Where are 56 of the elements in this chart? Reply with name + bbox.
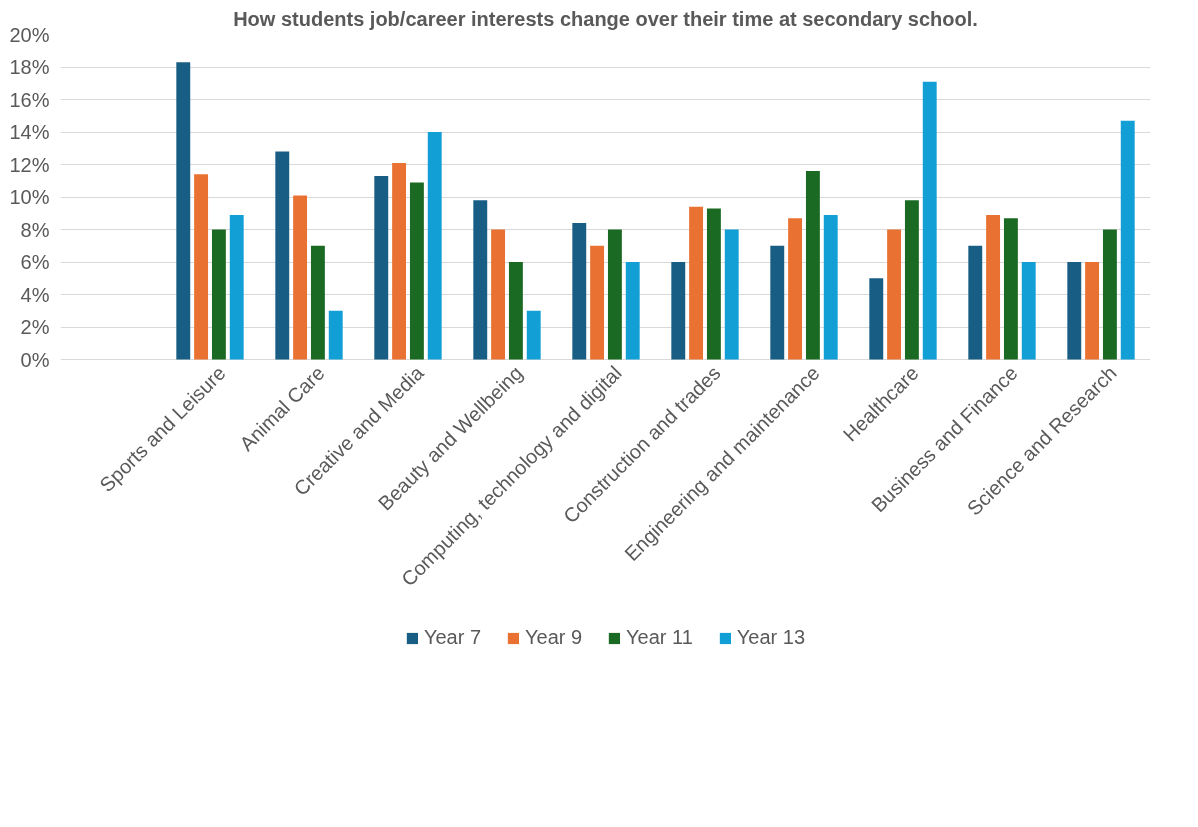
bar [887, 229, 902, 360]
y-tick-label: 18% [9, 56, 50, 78]
bar [211, 229, 226, 360]
bar [572, 223, 587, 360]
bar [968, 245, 983, 360]
legend-label: Year 7 [423, 626, 482, 649]
bar [310, 245, 325, 360]
bar [293, 195, 308, 360]
bar [409, 182, 424, 360]
bar [805, 171, 820, 360]
bar [194, 174, 209, 360]
bar [1003, 218, 1018, 360]
bar [724, 229, 739, 360]
y-tick-label: 6% [20, 251, 50, 273]
bar [823, 214, 838, 360]
bar [607, 229, 622, 360]
bar [427, 132, 442, 360]
bar [491, 229, 506, 360]
bar [328, 310, 343, 360]
bar [508, 262, 523, 360]
legend-label: Year 11 [626, 626, 693, 649]
y-tick-label: 14% [9, 121, 50, 143]
bar [770, 245, 785, 360]
bar [1102, 229, 1117, 360]
bar [392, 162, 407, 360]
y-tick-label: 8% [20, 218, 50, 241]
legend-label: Year 9 [525, 626, 583, 649]
bar [904, 200, 919, 360]
bar [625, 262, 640, 360]
bar [1085, 262, 1100, 360]
bar [229, 214, 244, 360]
y-tick-label: 12% [9, 153, 50, 176]
chart-title: How students job/career interests change over their time at secondary school. [233, 7, 978, 30]
y-tick-label: 0% [20, 348, 50, 371]
bar [1021, 262, 1036, 360]
y-tick-label: 20% [9, 23, 50, 46]
bar [526, 310, 541, 360]
bar [275, 151, 290, 360]
bar [1067, 262, 1082, 360]
y-tick-label: 4% [20, 283, 50, 306]
bar [671, 262, 686, 360]
bar [706, 208, 721, 360]
y-tick-label: 10% [9, 186, 50, 208]
bar [869, 278, 884, 360]
legend-label: Year 13 [736, 626, 806, 649]
bar [689, 206, 704, 360]
bar [1120, 120, 1135, 360]
bar [922, 81, 937, 360]
y-tick-label: 16% [9, 88, 50, 111]
bar [788, 218, 803, 360]
bar [176, 62, 191, 360]
bar [473, 200, 488, 360]
bar [590, 245, 605, 360]
bar [986, 214, 1001, 360]
y-tick-label: 2% [20, 316, 50, 338]
bar [374, 175, 389, 360]
